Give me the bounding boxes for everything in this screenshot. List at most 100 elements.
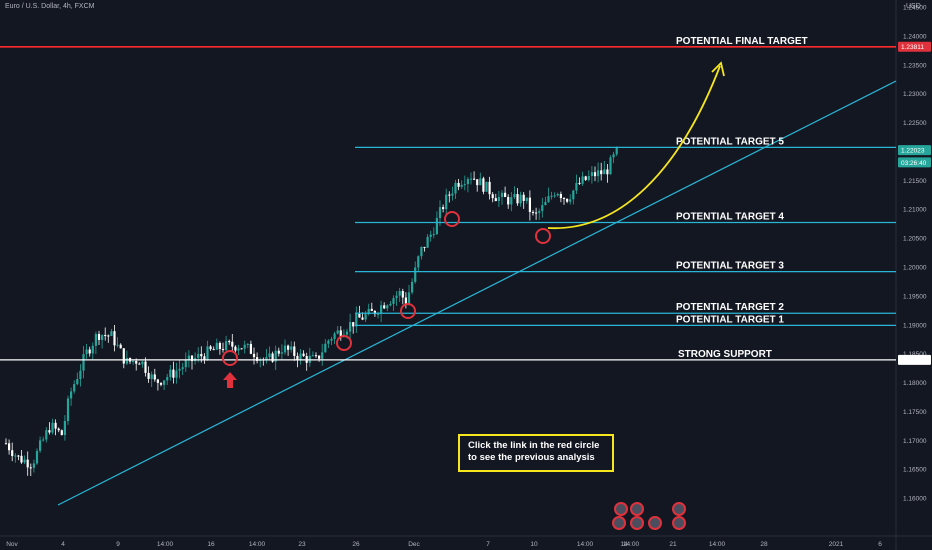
up-arrow-icon: [223, 372, 237, 388]
candle-body: [414, 267, 417, 282]
candle-body: [361, 317, 364, 320]
idea-avatar-icon[interactable]: [614, 502, 628, 516]
candle-body: [429, 234, 432, 237]
time-tick-label: 14:00: [249, 541, 266, 548]
idea-avatar-icon[interactable]: [648, 516, 662, 530]
candle-body: [321, 352, 324, 359]
candle-body: [11, 450, 14, 457]
price-tick-label: 1.23000: [903, 91, 927, 98]
time-tick-label: 2021: [829, 541, 844, 548]
time-tick-label: 21: [669, 541, 677, 548]
candle-body: [383, 305, 386, 309]
price-tick-label: 1.18000: [903, 380, 927, 387]
candle-body: [380, 305, 383, 314]
idea-avatar-icon[interactable]: [630, 516, 644, 530]
candle-body: [190, 355, 194, 362]
candle-body: [336, 330, 339, 334]
candle-body: [122, 348, 125, 364]
idea-avatar-icon[interactable]: [672, 502, 686, 516]
candle-body: [218, 343, 221, 350]
candle-body: [70, 391, 73, 399]
candle-body: [612, 154, 615, 158]
candle-body: [187, 355, 190, 361]
candle-body: [4, 443, 8, 445]
candle-body: [528, 197, 531, 212]
highlight-circle-icon: [400, 303, 416, 319]
level-label: POTENTIAL FINAL TARGET: [676, 36, 808, 47]
candle-body: [522, 194, 525, 201]
candle-body: [538, 211, 541, 213]
candle-body: [367, 308, 370, 315]
idea-avatar-icon[interactable]: [612, 516, 626, 530]
candle-body: [404, 297, 407, 305]
candle-body: [35, 450, 39, 464]
candle-body: [420, 246, 423, 257]
candle-body: [66, 398, 70, 422]
analysis-note: Click the link in the red circle to see …: [458, 434, 614, 472]
candle-body: [280, 352, 283, 354]
candle-body: [609, 157, 612, 175]
candle-body: [228, 341, 231, 343]
time-tick-label: 26: [352, 541, 360, 548]
candle-body: [333, 333, 336, 339]
candle-body: [42, 439, 45, 441]
candle-body: [544, 201, 547, 206]
candle-body: [457, 182, 460, 187]
candle-body: [519, 194, 522, 204]
candle-body: [156, 379, 159, 383]
price-tick-label: 1.18500: [903, 351, 927, 358]
candle-body: [290, 346, 293, 350]
candle-body: [299, 353, 302, 361]
candle-body: [287, 345, 290, 350]
candle-body: [460, 184, 463, 187]
candle-body: [541, 205, 544, 212]
candle-body: [407, 292, 411, 305]
candle-body: [581, 176, 584, 184]
price-tick-label: 1.24000: [903, 33, 927, 40]
candle-body: [293, 346, 296, 356]
candle-body: [324, 343, 327, 353]
candle-body: [476, 179, 479, 186]
candle-body: [311, 355, 314, 357]
candle-body: [504, 192, 507, 198]
candle-body: [569, 199, 572, 202]
candle-body: [125, 357, 128, 364]
time-tick-label: 16: [207, 541, 215, 548]
candle-body: [445, 194, 448, 210]
level-label: STRONG SUPPORT: [678, 349, 772, 360]
time-tick-label: 14:00: [623, 541, 640, 548]
symbol-title[interactable]: Euro / U.S. Dollar, 4h, FXCM: [5, 3, 95, 10]
candle-body: [314, 355, 318, 357]
candle-body: [550, 195, 553, 197]
candle-body: [426, 236, 429, 248]
candle-body: [246, 343, 249, 345]
time-tick-label: 14:00: [709, 541, 726, 548]
candle-body: [181, 367, 184, 369]
idea-avatar-icon[interactable]: [630, 502, 644, 516]
price-tick-label: 1.16000: [903, 496, 927, 503]
candle-body: [150, 374, 153, 379]
candle-body: [94, 333, 97, 346]
candle-body: [265, 357, 268, 361]
price-tick-label: 1.21000: [903, 207, 927, 214]
candle-body: [63, 421, 66, 436]
candle-body: [575, 182, 578, 191]
candle-body: [327, 340, 330, 344]
candle-body: [448, 194, 451, 196]
time-tick-label: 23: [298, 541, 306, 548]
price-tick-label: 1.21500: [903, 178, 927, 185]
candle-body: [8, 443, 11, 451]
candle-body: [206, 346, 209, 360]
candle-body: [525, 197, 528, 201]
idea-avatar-icon[interactable]: [672, 516, 686, 530]
candle-body: [352, 322, 355, 327]
candle-body: [488, 181, 491, 195]
candle-body: [153, 374, 156, 380]
candle-body: [104, 335, 107, 337]
candle-body: [516, 194, 519, 204]
price-tag: [898, 157, 931, 168]
candle-body: [535, 212, 538, 214]
candle-body: [432, 234, 435, 236]
